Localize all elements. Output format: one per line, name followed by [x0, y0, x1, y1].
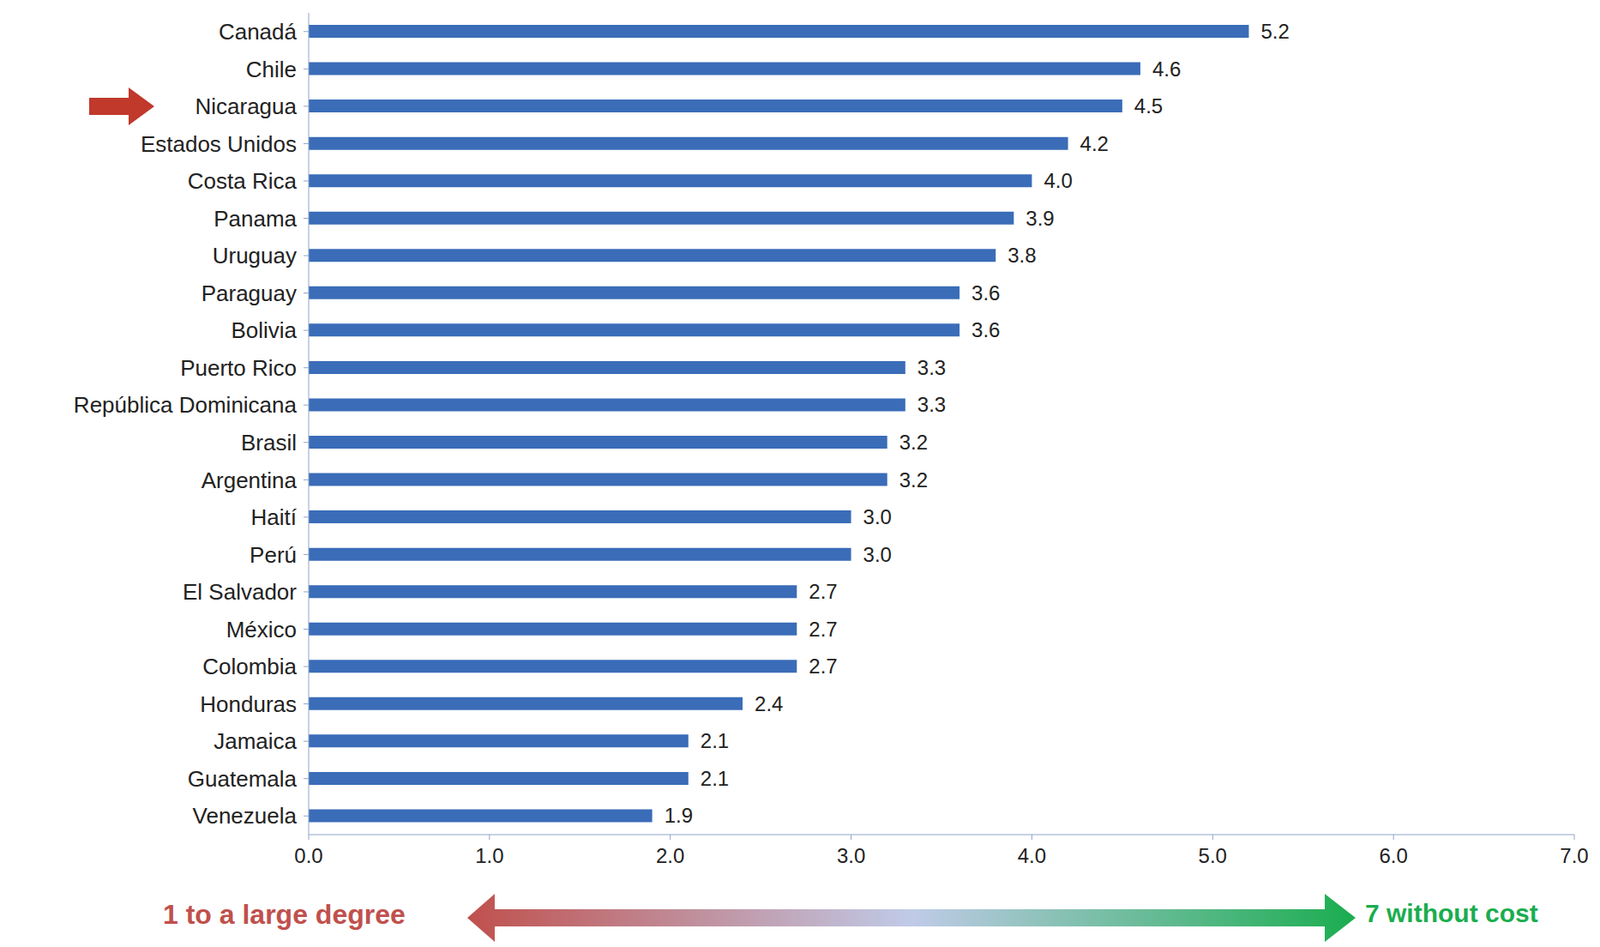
- svg-text:Chile: Chile: [246, 56, 297, 83]
- svg-text:3.2: 3.2: [899, 468, 928, 492]
- html-text:1 to a large degree: 1 to a large degree: [162, 898, 406, 930]
- svg-text:4.5: 4.5: [1134, 94, 1163, 118]
- svg-text:3.8: 3.8: [1007, 243, 1036, 267]
- svg-text:Venezuela: Venezuela: [192, 802, 298, 829]
- svg-text:3.6: 3.6: [971, 281, 1000, 305]
- svg-text:Nicaragua: Nicaragua: [194, 93, 297, 120]
- svg-text:2.1: 2.1: [700, 766, 729, 790]
- svg-text:Honduras: Honduras: [199, 691, 297, 717]
- svg-text:5.2: 5.2: [1260, 19, 1289, 43]
- svg-text:7.0: 7.0: [1559, 843, 1588, 867]
- svg-text:3.3: 3.3: [917, 392, 946, 416]
- svg-text:0.0: 0.0: [294, 843, 323, 867]
- svg-text:Perú: Perú: [249, 541, 297, 568]
- svg-text:Haití: Haití: [251, 504, 298, 530]
- svg-text:3.0: 3.0: [863, 505, 892, 529]
- svg-text:Guatemala: Guatemala: [187, 765, 298, 792]
- svg-text:3.6: 3.6: [971, 318, 1000, 342]
- svg-text:Costa Rica: Costa Rica: [187, 168, 298, 194]
- svg-text:1.0: 1.0: [475, 843, 504, 867]
- svg-text:2.7: 2.7: [808, 579, 837, 603]
- svg-text:Paraguay: Paraguay: [201, 280, 297, 307]
- svg-text:Panama: Panama: [213, 205, 297, 232]
- svg-text:Estados Unidos: Estados Unidos: [140, 131, 297, 157]
- svg-text:3.2: 3.2: [899, 430, 928, 454]
- svg-text:2.1: 2.1: [700, 728, 729, 752]
- svg-text:Brasil: Brasil: [240, 429, 297, 456]
- svg-text:Uruguay: Uruguay: [212, 242, 297, 269]
- svg-text:4.0: 4.0: [1043, 168, 1072, 193]
- svg-text:Jamaica: Jamaica: [213, 727, 297, 754]
- svg-text:2.0: 2.0: [655, 843, 685, 867]
- svg-text:Puerto Rico: Puerto Rico: [180, 354, 297, 381]
- svg-text:2.7: 2.7: [808, 654, 837, 678]
- svg-text:Bolivia: Bolivia: [230, 317, 297, 343]
- svg-text:Canadá: Canadá: [218, 18, 298, 45]
- svg-text:6.0: 6.0: [1378, 843, 1408, 867]
- svg-text:1.9: 1.9: [664, 803, 693, 827]
- svg-text:México: México: [226, 616, 297, 643]
- svg-text:3.3: 3.3: [917, 355, 946, 379]
- svg-text:El Salvador: El Salvador: [182, 578, 297, 605]
- svg-text:5.0: 5.0: [1198, 843, 1228, 867]
- svg-text:2.4: 2.4: [754, 691, 783, 716]
- svg-text:Colombia: Colombia: [202, 653, 297, 680]
- svg-text:3.0: 3.0: [836, 843, 866, 867]
- html-text:7 without cost: 7 without cost: [1365, 898, 1539, 927]
- svg-text:3.0: 3.0: [863, 542, 892, 566]
- svg-text:Argentina: Argentina: [201, 467, 298, 494]
- svg-text:2.7: 2.7: [808, 617, 837, 641]
- svg-text:República Dominicana: República Dominicana: [73, 391, 298, 418]
- svg-text:4.2: 4.2: [1080, 132, 1109, 156]
- svg-text:3.9: 3.9: [1025, 206, 1054, 230]
- svg-text:4.0: 4.0: [1017, 843, 1047, 867]
- svg-text:4.6: 4.6: [1152, 57, 1181, 81]
